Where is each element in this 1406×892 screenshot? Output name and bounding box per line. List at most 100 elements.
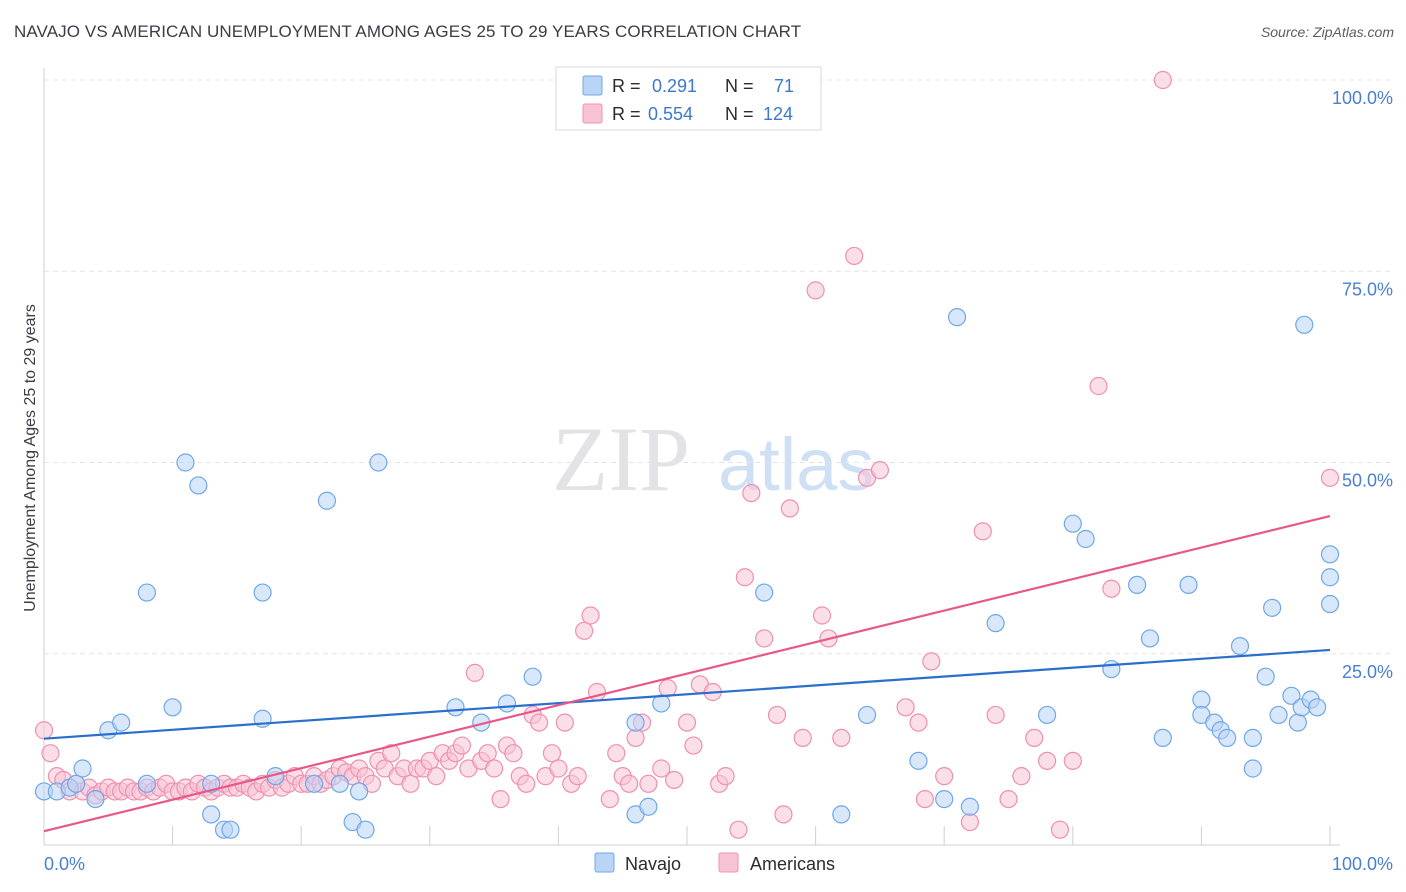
americans-point <box>729 820 748 839</box>
navajo-point <box>86 789 105 809</box>
americans-point <box>735 568 754 587</box>
navajo-point <box>1192 690 1211 709</box>
navajo-point <box>832 805 851 824</box>
navajo-point <box>1243 728 1262 748</box>
navajo-point <box>176 453 195 472</box>
navajo-point <box>1218 728 1237 748</box>
navajo-point <box>909 751 928 770</box>
navajo-point <box>960 797 980 816</box>
americans-point <box>832 728 851 748</box>
navajo-point <box>497 694 517 713</box>
navajo-point <box>1256 667 1275 686</box>
watermark-atlas: atlas <box>718 423 874 506</box>
navajo-point <box>1127 575 1147 595</box>
americans-point <box>600 789 619 809</box>
navajo-point <box>935 789 954 809</box>
americans-point <box>1025 728 1044 748</box>
navajo-point <box>253 583 272 602</box>
navajo-point <box>1295 315 1314 334</box>
americans-point <box>677 713 697 732</box>
americans-point <box>780 499 799 518</box>
navajo-point <box>317 491 337 510</box>
y-tick-label: 50.0% <box>1342 471 1393 491</box>
navajo-point <box>189 476 208 495</box>
navajo-point <box>1102 659 1121 679</box>
americans-point <box>793 728 812 748</box>
americans-point <box>742 484 761 503</box>
americans-point <box>960 812 980 832</box>
navajo-point <box>202 774 221 793</box>
americans-point <box>1153 70 1172 90</box>
navajo-point <box>1243 759 1262 778</box>
americans-point <box>1050 820 1070 839</box>
legend-r-value-americans: 0.554 <box>648 104 693 124</box>
navajo-point <box>1063 514 1082 533</box>
americans-point <box>555 713 574 732</box>
navajo-point <box>221 820 240 839</box>
navajo-point <box>1230 636 1250 656</box>
navajo-point <box>1153 728 1172 748</box>
americans-point <box>517 774 536 793</box>
americans-point <box>684 736 703 755</box>
americans-point <box>1012 767 1031 786</box>
x-tick-label-max: 100.0% <box>1332 854 1393 874</box>
americans-point <box>575 621 594 640</box>
bottom-legend: Navajo Americans <box>594 852 835 874</box>
bottom-legend-label-americans: Americans <box>750 854 835 874</box>
americans-point <box>652 759 671 778</box>
americans-point <box>485 759 504 778</box>
navajo-point <box>986 614 1005 633</box>
source-label: Source: ZipAtlas.com <box>1260 24 1394 40</box>
americans-trend-line <box>43 514 1331 833</box>
navajo-point <box>947 308 967 327</box>
chart-title: NAVAJO VS AMERICAN UNEMPLOYMENT AMONG AG… <box>14 22 802 41</box>
navajo-point <box>755 583 774 602</box>
navajo-trend-line <box>43 648 1331 740</box>
navajo-point <box>857 705 877 725</box>
navajo-point <box>1282 686 1301 705</box>
americans-point <box>896 698 915 717</box>
navajo-point <box>202 805 221 824</box>
navajo-point <box>1263 598 1282 617</box>
navajo-point <box>1076 529 1095 549</box>
americans-point <box>767 705 787 725</box>
watermark-zip: ZIP <box>552 408 690 510</box>
navajo-point <box>1320 568 1340 587</box>
legend-r-label-navajo: R = <box>612 76 641 96</box>
americans-point <box>716 767 735 786</box>
navajo-point <box>137 774 156 793</box>
navajo-point <box>67 774 86 793</box>
navajo-point <box>1288 713 1307 732</box>
americans-point <box>530 713 549 732</box>
americans-point <box>812 606 832 625</box>
bottom-legend-swatch-navajo <box>594 852 615 873</box>
navajo-point <box>369 453 388 472</box>
legend-swatch-navajo <box>582 75 603 96</box>
americans-point <box>401 774 420 793</box>
navajo-point <box>446 698 465 717</box>
americans-point <box>568 767 587 786</box>
legend-r-label-americans: R = <box>612 104 641 124</box>
navajo-point <box>356 820 375 839</box>
americans-point <box>1037 751 1057 770</box>
americans-point <box>41 744 60 763</box>
navajo-point <box>137 583 156 602</box>
bottom-legend-label-navajo: Navajo <box>625 854 681 874</box>
top-legend: R = 0.291 N = 71 R = 0.554 N = 124 <box>555 66 822 131</box>
y-tick-label: 100.0% <box>1332 88 1393 108</box>
americans-point <box>1089 376 1108 396</box>
americans-point <box>774 805 793 824</box>
americans-point <box>935 767 954 786</box>
americans-point <box>427 767 446 786</box>
navajo-point <box>1320 545 1340 564</box>
navajo-point <box>1320 594 1340 614</box>
legend-r-value-navajo: 0.291 <box>652 76 697 96</box>
americans-point <box>1102 579 1121 598</box>
americans-point <box>639 774 658 793</box>
navajo-point <box>349 782 369 801</box>
navajo-point <box>163 698 182 717</box>
y-axis-title: Unemployment Among Ages 25 to 29 years <box>22 304 39 612</box>
navajo-point <box>639 797 658 816</box>
americans-point <box>626 728 645 748</box>
americans-point <box>382 744 401 763</box>
